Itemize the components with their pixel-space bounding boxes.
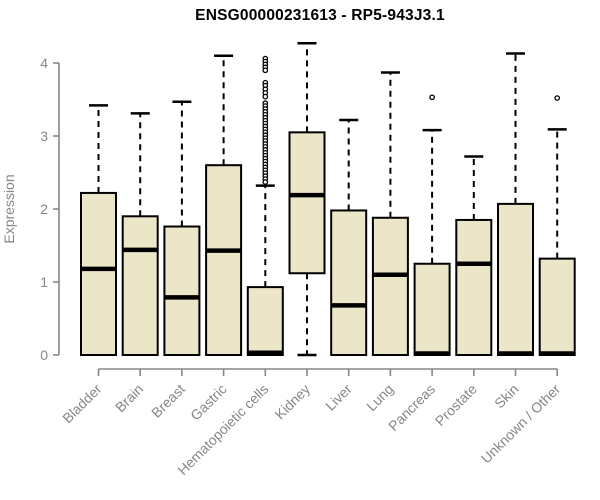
box-pancreas bbox=[413, 262, 451, 356]
y-axis-title: Expression bbox=[1, 174, 17, 243]
y-tick-label: 3 bbox=[40, 128, 48, 144]
outlier-point-hematopoietic-cells bbox=[262, 67, 269, 74]
y-tick-label: 0 bbox=[40, 347, 48, 363]
box-hematopoietic-cells bbox=[246, 286, 284, 356]
outlier-point-unknown-other bbox=[554, 95, 561, 101]
box-brain bbox=[121, 215, 159, 356]
outlier-point-hematopoietic-cells bbox=[262, 93, 269, 100]
x-category-label-breast: Breast bbox=[148, 381, 188, 421]
x-category-label-unknown-other: Unknown / Other bbox=[478, 381, 564, 467]
box-liver bbox=[330, 209, 368, 356]
x-category-label-lung: Lung bbox=[363, 381, 396, 414]
box-unknown-other bbox=[538, 257, 576, 357]
box-prostate bbox=[455, 218, 493, 356]
chart-title: ENSG00000231613 - RP5-943J3.1 bbox=[195, 7, 445, 24]
x-category-label-skin: Skin bbox=[491, 381, 522, 412]
box-skin bbox=[497, 202, 534, 356]
box-breast bbox=[163, 225, 201, 356]
x-category-label-bladder: Bladder bbox=[59, 381, 105, 427]
y-tick-label: 1 bbox=[40, 274, 48, 290]
y-tick-label: 2 bbox=[40, 201, 48, 217]
box-kidney bbox=[288, 131, 326, 275]
box-bladder bbox=[80, 191, 117, 356]
outlier-point-pancreas bbox=[429, 94, 435, 101]
x-category-label-brain: Brain bbox=[112, 381, 146, 415]
box-gastric bbox=[205, 164, 243, 356]
x-category-label-kidney: Kidney bbox=[272, 381, 314, 423]
y-tick-label: 4 bbox=[40, 55, 48, 71]
box-lung bbox=[371, 216, 409, 356]
x-category-label-liver: Liver bbox=[322, 381, 355, 414]
outlier-point-hematopoietic-cells bbox=[262, 179, 269, 185]
x-category-label-prostate: Prostate bbox=[432, 381, 480, 429]
